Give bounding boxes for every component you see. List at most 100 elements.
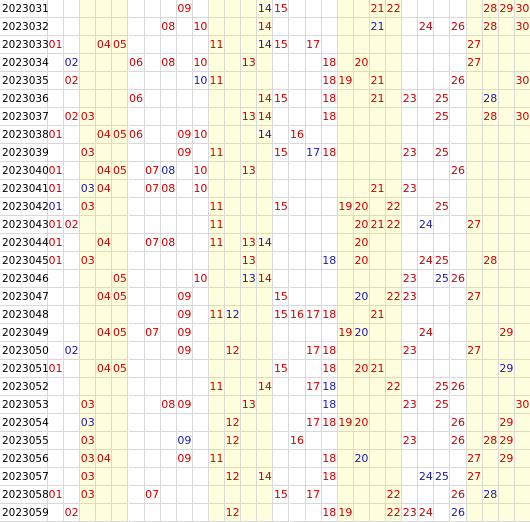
drawn-number-red: 05 — [112, 36, 129, 54]
empty-cell — [514, 468, 530, 486]
drawn-number-red: 04 — [96, 450, 113, 468]
empty-cell — [96, 504, 113, 522]
drawn-number-red: 18 — [321, 504, 338, 522]
trend-row: 2023044 01 04 07 08 11 13 14 20 — [0, 234, 530, 252]
empty-cell — [514, 252, 530, 270]
empty-cell — [498, 90, 515, 108]
empty-cell — [128, 450, 145, 468]
issue-number: 2023049 — [0, 324, 49, 342]
empty-cell — [241, 432, 258, 450]
empty-cell — [337, 0, 354, 18]
empty-cell — [514, 198, 530, 216]
drawn-number-red: 17 — [305, 36, 322, 54]
issue-number: 2023050 — [0, 342, 49, 360]
empty-cell — [225, 486, 242, 504]
empty-cell — [225, 450, 242, 468]
empty-cell — [386, 432, 403, 450]
empty-cell — [370, 234, 387, 252]
empty-cell — [337, 270, 354, 288]
drawn-number-blue: 25 — [434, 468, 451, 486]
empty-cell — [482, 36, 499, 54]
empty-cell — [64, 414, 81, 432]
empty-cell — [289, 36, 306, 54]
drawn-number-red: 21 — [370, 216, 387, 234]
empty-cell — [370, 414, 387, 432]
empty-cell — [370, 486, 387, 504]
drawn-number-red: 10 — [192, 18, 209, 36]
empty-cell — [225, 378, 242, 396]
empty-cell — [128, 306, 145, 324]
empty-cell — [112, 342, 129, 360]
trend-row: 2023041 01 03 04 07 08 10 21 23 — [0, 180, 530, 198]
empty-cell — [353, 486, 370, 504]
drawn-number-red: 15 — [273, 198, 290, 216]
drawn-number-red: 19 — [337, 504, 354, 522]
empty-cell — [112, 108, 129, 126]
empty-cell — [402, 72, 419, 90]
empty-cell — [80, 504, 97, 522]
empty-cell — [321, 162, 338, 180]
empty-cell — [514, 486, 530, 504]
empty-cell — [160, 414, 177, 432]
empty-cell — [434, 306, 451, 324]
empty-cell — [418, 108, 435, 126]
empty-cell — [48, 108, 65, 126]
empty-cell — [257, 396, 274, 414]
empty-cell — [321, 216, 338, 234]
empty-cell — [64, 18, 81, 36]
drawn-number-red: 15 — [273, 36, 290, 54]
empty-cell — [289, 18, 306, 36]
empty-cell — [48, 270, 65, 288]
empty-cell — [257, 216, 274, 234]
issue-number: 2023043 — [0, 216, 49, 234]
empty-cell — [160, 108, 177, 126]
empty-cell — [128, 36, 145, 54]
empty-cell — [225, 90, 242, 108]
empty-cell — [225, 180, 242, 198]
empty-cell — [144, 0, 161, 18]
drawn-number-red: 17 — [305, 414, 322, 432]
empty-cell — [64, 234, 81, 252]
drawn-number-blue: 03 — [80, 180, 97, 198]
empty-cell — [80, 216, 97, 234]
empty-cell — [305, 396, 322, 414]
empty-cell — [112, 198, 129, 216]
empty-cell — [402, 234, 419, 252]
drawn-number-red: 14 — [257, 468, 274, 486]
drawn-number-red: 03 — [80, 108, 97, 126]
empty-cell — [370, 270, 387, 288]
empty-cell — [386, 468, 403, 486]
empty-cell — [257, 486, 274, 504]
empty-cell — [48, 144, 65, 162]
empty-cell — [80, 234, 97, 252]
trend-row: 2023040 01 04 05 07 08 10 13 26 — [0, 162, 530, 180]
drawn-number-red: 12 — [225, 432, 242, 450]
empty-cell — [466, 0, 483, 18]
trend-row: 2023058 01 03 07 15 17 22 26 28 — [0, 486, 530, 504]
issue-number: 2023044 — [0, 234, 49, 252]
empty-cell — [48, 288, 65, 306]
drawn-number-red: 11 — [209, 216, 226, 234]
issue-number: 2023059 — [0, 504, 49, 522]
empty-cell — [386, 54, 403, 72]
empty-cell — [402, 162, 419, 180]
empty-cell — [386, 270, 403, 288]
empty-cell — [337, 18, 354, 36]
drawn-number-red: 07 — [144, 486, 161, 504]
empty-cell — [257, 504, 274, 522]
drawn-number-red: 15 — [273, 360, 290, 378]
empty-cell — [321, 324, 338, 342]
empty-cell — [144, 432, 161, 450]
empty-cell — [498, 288, 515, 306]
drawn-number-red: 23 — [402, 342, 419, 360]
issue-number: 2023038 — [0, 126, 49, 144]
drawn-number-red: 22 — [386, 198, 403, 216]
issue-number: 2023031 — [0, 0, 49, 18]
empty-cell — [337, 468, 354, 486]
empty-cell — [353, 180, 370, 198]
empty-cell — [144, 360, 161, 378]
empty-cell — [160, 324, 177, 342]
empty-cell — [80, 54, 97, 72]
empty-cell — [241, 18, 258, 36]
drawn-number-blue: 26 — [450, 504, 467, 522]
